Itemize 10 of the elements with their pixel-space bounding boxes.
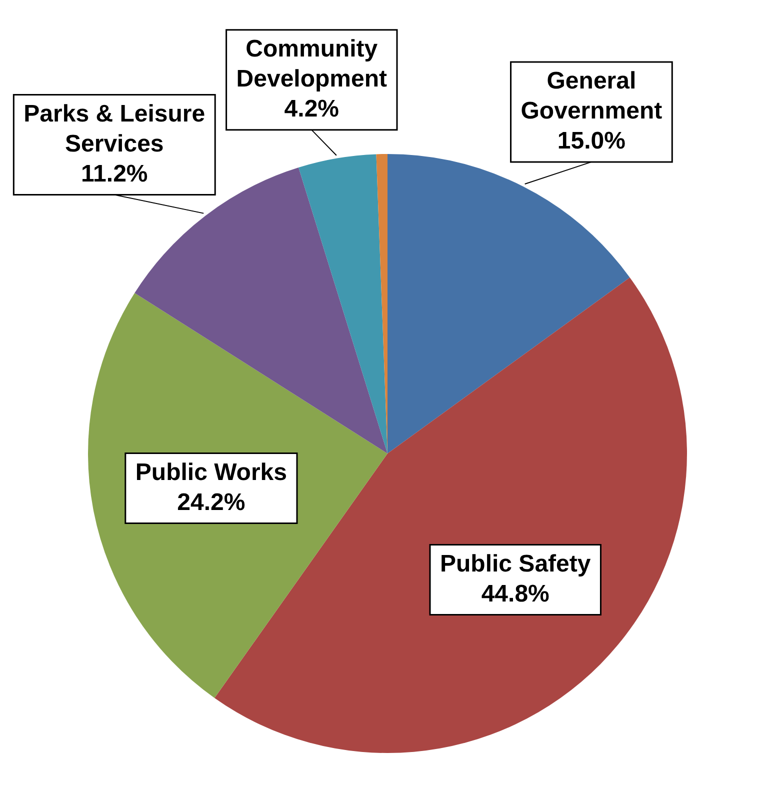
slice-label: General Government [520,68,662,125]
slice-label: Community Development [236,36,388,93]
data-label: 4.2% [284,96,340,123]
data-label: 11.2% [81,160,148,188]
data-label: 44.8% [481,580,550,608]
slice-label: Public Works [135,458,287,486]
slice-label: Parks & Leisure Services [24,100,206,158]
data-label: 15.0% [557,128,626,155]
slice-label: Public Safety [440,550,592,578]
data-label: 24.2% [177,488,246,516]
